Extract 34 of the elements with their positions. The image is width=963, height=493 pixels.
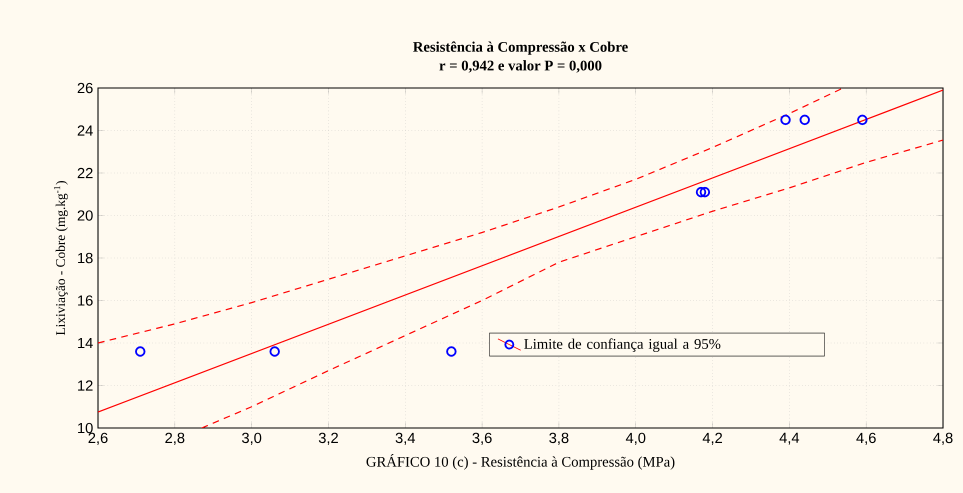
chart-subtitle: r = 0,942 e valor P = 0,000 xyxy=(439,60,602,73)
x-tick-label: 2,6 xyxy=(88,432,108,445)
y-tick-label: 18 xyxy=(78,252,93,264)
legend-label: Limite de confiança igual a 95% xyxy=(524,338,720,352)
x-tick-label: 4,0 xyxy=(626,432,646,445)
point xyxy=(696,186,706,198)
y-tick-label: 12 xyxy=(78,380,93,391)
point xyxy=(780,114,791,126)
y-tick-label: 22 xyxy=(78,168,93,178)
x-tick-label: 2,8 xyxy=(165,432,184,445)
y-tick-label: 26 xyxy=(78,82,93,94)
x-tick-label: 4,8 xyxy=(933,432,953,445)
y-tick-label: 10 xyxy=(78,422,93,434)
x-tick-label: 4,4 xyxy=(780,432,800,445)
point xyxy=(446,346,457,357)
x-tick-label: 3,0 xyxy=(242,432,262,445)
point xyxy=(269,346,280,357)
x-tick-label: 3,2 xyxy=(318,432,338,445)
point xyxy=(700,186,710,198)
x-tick-label: 3,8 xyxy=(549,432,568,445)
x-axis-title: GRÁFICO 10 (c) - Resistência à Compressão (MPa) xyxy=(366,454,674,470)
y-tick-label: 20 xyxy=(78,210,93,221)
y-tick-label: 16 xyxy=(78,295,93,306)
y-tick-label: 24 xyxy=(78,125,93,136)
y-tick-label: 14 xyxy=(78,338,93,348)
x-tick-label: 4,6 xyxy=(856,432,876,445)
x-tick-label: 4,2 xyxy=(702,432,722,445)
point xyxy=(857,114,868,126)
point xyxy=(800,114,810,126)
chart-title: Resistência à Compressão x Cobre xyxy=(413,41,628,55)
y-axis-title: Lixiviação - Cobre (mg.kg$^{-1}$) xyxy=(54,181,68,336)
x-tick-label: 3,4 xyxy=(396,432,416,445)
point xyxy=(135,346,146,357)
x-tick-label: 3,6 xyxy=(472,432,492,445)
